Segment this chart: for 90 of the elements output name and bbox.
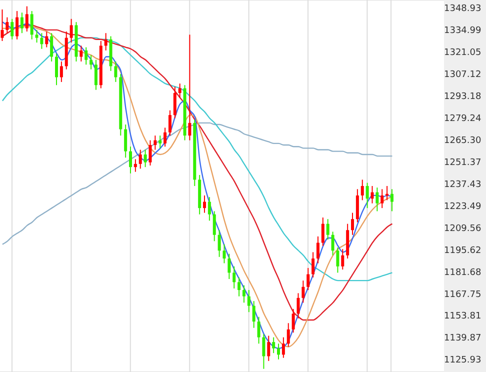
candlestick (282, 336, 285, 358)
candlestick (380, 188, 384, 209)
candlestick (188, 34, 192, 141)
y-tick-label: 1321.05 (444, 48, 482, 58)
candlestick (341, 248, 344, 270)
candlestick (114, 60, 118, 82)
candlestick (316, 236, 320, 264)
candlestick (390, 188, 394, 212)
y-tick-label: 1251.37 (444, 158, 482, 168)
candlestick (252, 300, 256, 328)
candlestick (84, 46, 88, 66)
y-tick-label: 1167.75 (444, 290, 482, 300)
candlestick (45, 31, 48, 48)
candlestick (331, 231, 334, 256)
candlestick (228, 253, 231, 280)
candlestick (212, 210, 216, 242)
candlestick (386, 186, 389, 201)
candlestick (94, 59, 98, 90)
candlestick (272, 336, 276, 354)
candlestick (40, 32, 44, 50)
candlestick (50, 32, 54, 62)
candlestick (60, 60, 63, 82)
candlestick (148, 140, 152, 166)
candlestick (104, 32, 108, 51)
candlestick (351, 212, 354, 236)
y-tick-label: 1195.62 (444, 246, 482, 256)
candlestick (203, 194, 206, 214)
candlestick (356, 188, 359, 223)
y-tick-label: 1348.93 (444, 4, 482, 14)
candlestick (35, 29, 38, 44)
candlestick (168, 110, 172, 136)
y-tick-label: 1293.18 (444, 92, 482, 102)
y-tick-label: 1209.56 (444, 224, 482, 234)
candlestick (232, 266, 236, 289)
candlestick (376, 187, 379, 212)
candlestick (80, 45, 83, 62)
line-series (2, 37, 393, 282)
candlestick (247, 290, 250, 313)
candlestick (20, 12, 24, 34)
candlestick (218, 230, 221, 258)
candlestick (262, 334, 266, 370)
candlestick (16, 10, 19, 40)
y-tick-label: 1153.81 (444, 312, 482, 322)
candlestick (178, 83, 182, 98)
candlestick (30, 10, 34, 40)
y-tick-label: 1223.49 (444, 202, 482, 212)
candlestick (6, 16, 9, 34)
y-tick-label: 1139.87 (444, 334, 482, 344)
y-tick-label: 1307.12 (444, 70, 482, 80)
candlestick (238, 276, 241, 297)
candlestick (0, 8, 4, 42)
candlestick (321, 217, 324, 246)
candlestick (312, 252, 315, 278)
candlestick (55, 53, 58, 86)
candlestick (296, 292, 300, 319)
candlestick (257, 316, 260, 344)
candlestick (158, 135, 162, 149)
candlestick (336, 246, 340, 274)
candlestick (10, 18, 14, 40)
candlestick (277, 343, 280, 360)
y-tick-label: 1237.43 (444, 180, 482, 190)
candlestick (138, 149, 142, 170)
y-tick-label: 1279.24 (444, 114, 482, 124)
candlestick (286, 322, 290, 348)
y-tick-label: 1181.68 (444, 268, 482, 278)
y-tick-label: 1334.99 (444, 26, 482, 36)
candlestick (208, 196, 211, 222)
candlestick (164, 127, 167, 148)
candlestick (134, 158, 137, 172)
candlestick (124, 124, 128, 158)
y-tick-label: 1125.93 (444, 356, 482, 366)
candlestick (370, 186, 374, 204)
candlestick (292, 308, 295, 334)
candlestick (173, 86, 176, 119)
candlestick (25, 6, 28, 32)
y-tick-label: 1265.30 (444, 136, 482, 146)
candlestick (326, 218, 330, 240)
candlestick (154, 135, 157, 150)
line-series (2, 122, 393, 245)
candlestick (129, 146, 132, 174)
candlestick (267, 335, 270, 362)
candlestick (302, 280, 305, 304)
candlestick (144, 149, 147, 168)
candlestick (306, 267, 310, 291)
candlestick (90, 54, 93, 70)
candlestick (360, 179, 364, 201)
candlestick (242, 284, 246, 304)
candlestick (70, 18, 73, 44)
candlestick (366, 182, 369, 209)
candlestick (222, 244, 226, 264)
